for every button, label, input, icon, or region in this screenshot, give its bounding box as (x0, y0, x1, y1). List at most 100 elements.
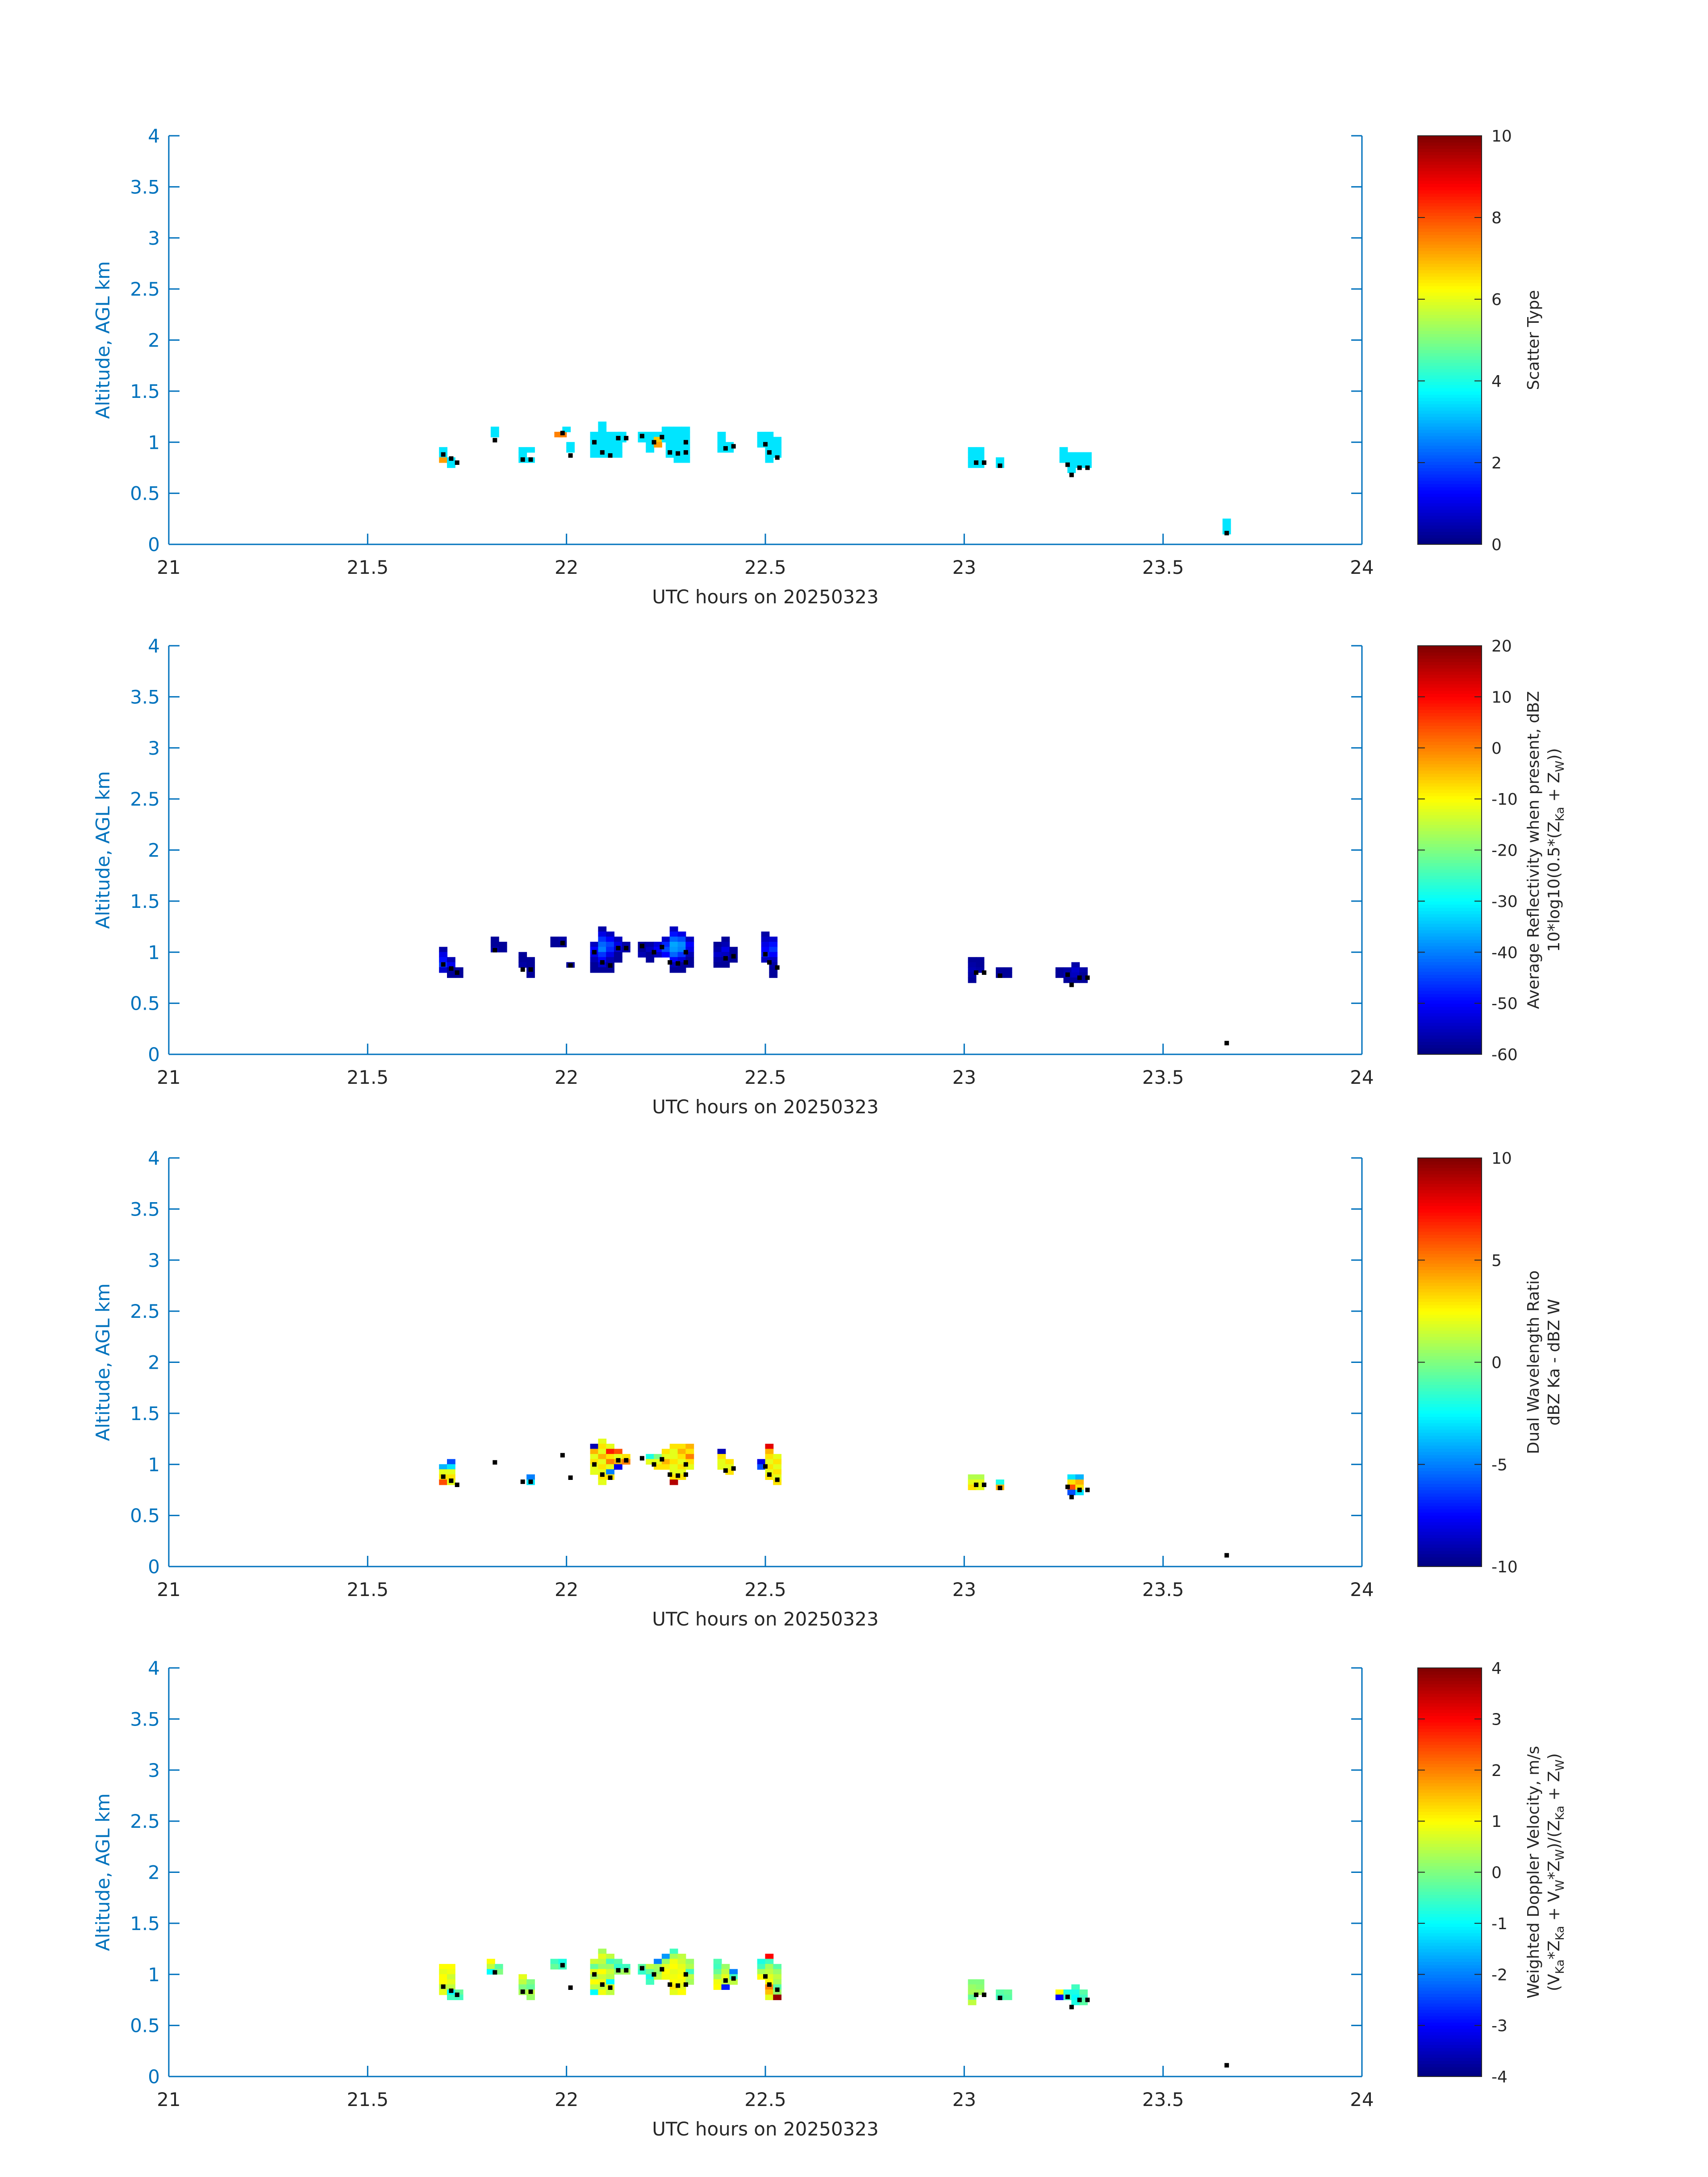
x-tick-label: 22 (555, 1579, 578, 1600)
heatmap-cell (590, 452, 599, 458)
heatmap-cell (646, 957, 655, 963)
heatmap-cell (685, 1449, 694, 1454)
colorbar-segment (1418, 525, 1482, 529)
heatmap-cell (598, 1948, 607, 1954)
colorbar-segment (1418, 994, 1482, 998)
marker-point (683, 950, 688, 955)
colorbar-segment (1418, 305, 1482, 309)
colorbar-segment (1418, 888, 1482, 892)
colorbar-segment (1418, 1700, 1482, 1704)
y-tick-label: 0.5 (130, 483, 160, 505)
y-tick-label: 3.5 (130, 1198, 160, 1220)
y-tick-label: 4 (148, 125, 160, 147)
heatmap-cell (677, 1989, 686, 1995)
colorbar-segment (1418, 681, 1482, 685)
colorbar-segment (1418, 655, 1482, 659)
heatmap-cell (677, 967, 686, 973)
colorbar-segment (1418, 1920, 1482, 1924)
colorbar-segment (1418, 827, 1482, 832)
colorbar-segment (1418, 282, 1482, 286)
colorbar-tick-label: 10 (1491, 1149, 1512, 1168)
colorbar-segment (1418, 1728, 1482, 1732)
colorbar-segment (1418, 1923, 1482, 1927)
colorbar-segment (1418, 978, 1482, 982)
colorbar-segment (1418, 891, 1482, 895)
heatmap-cell (717, 1459, 726, 1465)
colorbar-segment (1418, 1301, 1482, 1305)
colorbar-segment (1418, 493, 1482, 497)
colorbar-segment (1418, 1196, 1482, 1200)
colorbar-tick-label: 0 (1491, 1354, 1502, 1372)
colorbar-segment (1418, 1917, 1482, 1921)
colorbar-segment (1418, 1298, 1482, 1302)
heatmap-cell (996, 457, 1004, 463)
colorbar-segment (1418, 725, 1482, 729)
heatmap-cell (976, 962, 985, 968)
colorbar-segment (1418, 1926, 1482, 1930)
colorbar-tick-label: -4 (1491, 2068, 1508, 2086)
x-tick-label: 23.5 (1142, 1579, 1184, 1600)
marker-point (651, 950, 656, 955)
marker-point (1069, 2005, 1074, 2010)
colorbar-segment (1418, 904, 1482, 908)
colorbar-segment (1418, 945, 1482, 949)
colorbar-segment (1418, 949, 1482, 953)
heatmap-cell (765, 1964, 774, 1970)
x-tick-label: 24 (1350, 556, 1374, 578)
colorbar-segment (1418, 1391, 1482, 1395)
heatmap-cells (439, 1438, 1084, 1496)
colorbar-segment (1418, 1696, 1482, 1701)
heatmap-cell (773, 442, 782, 448)
heatmap-cell (598, 932, 607, 937)
heatmap-cell (606, 936, 614, 942)
y-axis-title: Altitude, AGL km (92, 261, 114, 419)
colorbar-tick-label: -10 (1491, 790, 1518, 809)
heatmap-cell (669, 1449, 678, 1454)
colorbar-segment (1418, 1958, 1482, 1962)
colorbar-segment (1418, 1215, 1482, 1219)
heatmap-cell (1055, 967, 1064, 973)
heatmap-cell (614, 936, 622, 942)
marker-point (608, 963, 613, 968)
heatmap-cell (518, 957, 527, 963)
colorbar-segment (1418, 451, 1482, 455)
colorbar-segment (1418, 311, 1482, 315)
marker-point (676, 451, 681, 456)
heatmap-cell (590, 447, 599, 453)
colorbar-segment (1418, 789, 1482, 793)
marker-point (528, 1479, 533, 1484)
colorbar-segment (1418, 1897, 1482, 1901)
heatmap-cell (526, 447, 535, 453)
colorbar-segment (1418, 330, 1482, 334)
colorbar-segment (1418, 193, 1482, 197)
heatmap-cell (1063, 967, 1072, 973)
heatmap-cell (487, 1959, 495, 1964)
marker-point (1224, 1040, 1229, 1045)
colorbar-segment (1418, 878, 1482, 882)
colorbar-segment (1418, 1359, 1482, 1363)
colorbar-segment (1418, 372, 1482, 376)
x-tick-label: 22.5 (744, 1066, 786, 1088)
heatmap-cell (669, 947, 678, 953)
heatmap-cell (669, 967, 678, 973)
colorbar-segment (1418, 658, 1482, 662)
colorbar-segment (1418, 1410, 1482, 1414)
heatmap-cell (769, 941, 778, 948)
colorbar-segment (1418, 811, 1482, 815)
colorbar-segment (1418, 1703, 1482, 1707)
heatmap-cell (1079, 1989, 1088, 1995)
colorbar-title-line: Dual Wavelength Ratio (1524, 1270, 1543, 1454)
colorbar-segment (1418, 1304, 1482, 1308)
heatmap-cell (773, 1969, 782, 1975)
colorbar-segment (1418, 821, 1482, 825)
colorbar-segment (1418, 1869, 1482, 1873)
heatmap-cell (976, 1979, 985, 1985)
marker-points (441, 1963, 1229, 2068)
colorbar-segment (1418, 1324, 1482, 1328)
x-axis-title: UTC hours on 20250323 (652, 2118, 879, 2140)
colorbar-segment (1418, 661, 1482, 665)
marker-point (608, 1475, 613, 1480)
colorbar-segment (1418, 1525, 1482, 1529)
colorbar-segment (1418, 1968, 1482, 1972)
heatmap-cell (773, 1979, 782, 1985)
